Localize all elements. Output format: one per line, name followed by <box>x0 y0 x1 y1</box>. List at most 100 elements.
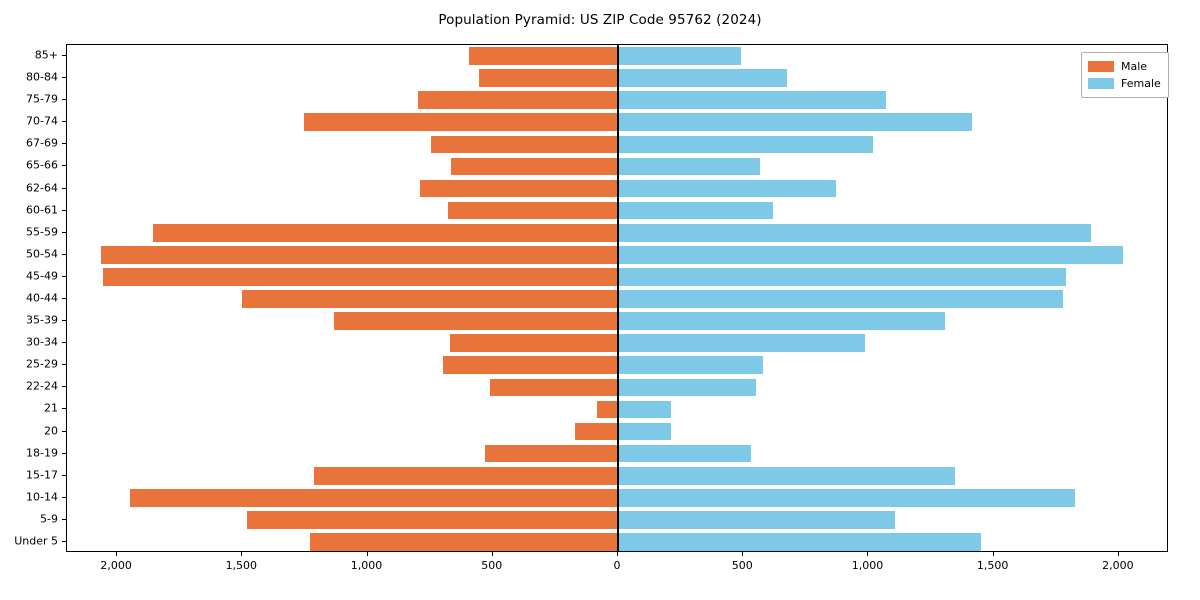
bar-row <box>67 488 1167 507</box>
bar-female-60-61 <box>618 201 774 220</box>
y-tick-mark <box>62 231 66 233</box>
y-tick-label: 45-49 <box>26 269 58 283</box>
bar-female-21 <box>618 400 671 419</box>
y-tick-mark <box>62 77 66 79</box>
bar-male-30-34 <box>450 334 618 352</box>
y-tick-mark <box>62 430 66 432</box>
x-tick-mark <box>491 552 493 556</box>
y-tick-mark <box>62 187 66 189</box>
bar-female-20 <box>618 422 671 441</box>
bar-female-62-64 <box>618 179 836 198</box>
legend-item-female[interactable]: Female <box>1088 75 1161 92</box>
x-tick-mark <box>992 552 994 556</box>
bar-row <box>67 511 1167 529</box>
y-tick-mark <box>62 253 66 255</box>
y-tick-mark <box>62 364 66 366</box>
bar-row <box>67 422 1167 441</box>
bar-male-80-84 <box>478 69 618 87</box>
bar-male-60-61 <box>447 201 618 220</box>
legend-label: Female <box>1121 77 1161 90</box>
x-tick-label: 500 <box>481 559 503 572</box>
bar-female-85- <box>618 47 741 65</box>
y-tick-label: 30-34 <box>26 335 58 349</box>
y-tick-mark <box>62 143 66 145</box>
bar-row <box>67 157 1167 176</box>
x-tick-label: 1,500 <box>225 559 258 572</box>
y-tick-label: 5-9 <box>40 512 58 526</box>
bar-female-70-74 <box>618 113 973 132</box>
bar-female-75-79 <box>618 91 886 110</box>
bar-female-25-29 <box>618 356 764 375</box>
bar-row <box>67 201 1167 220</box>
y-tick-label: 62-64 <box>26 181 58 195</box>
bar-male-5-9 <box>247 511 618 529</box>
legend[interactable]: Male Female <box>1081 52 1169 98</box>
legend-swatch-female <box>1088 78 1114 89</box>
y-tick-mark <box>62 275 66 277</box>
y-tick-label: 85+ <box>34 48 58 62</box>
bar-row <box>67 113 1167 132</box>
bar-male-under-5 <box>309 533 618 551</box>
bar-male-35-39 <box>333 312 618 330</box>
x-tick-label: 2,000 <box>100 559 132 572</box>
y-tick-mark <box>62 540 66 542</box>
y-tick-label: 40-44 <box>26 291 58 305</box>
y-tick-mark <box>62 55 66 57</box>
bar-male-15-17 <box>313 466 618 485</box>
x-tick-mark <box>116 552 118 556</box>
x-tick-label: 1,000 <box>350 559 383 572</box>
zero-axis-line <box>617 45 619 551</box>
x-tick-mark <box>1117 552 1119 556</box>
bar-female-50-54 <box>618 245 1123 264</box>
y-tick-label: 70-74 <box>26 114 58 128</box>
bar-row <box>67 268 1167 286</box>
plot-area <box>66 44 1168 552</box>
bar-row <box>67 312 1167 330</box>
x-tick-mark <box>617 552 618 556</box>
bar-male-25-29 <box>442 356 618 375</box>
bar-male-70-74 <box>303 113 618 132</box>
page-title: Population Pyramid: US ZIP Code 95762 (2… <box>438 12 762 28</box>
bar-row <box>67 334 1167 352</box>
bar-female-35-39 <box>618 312 945 330</box>
y-axis: 85+ 80-84 75-79 70-74 67-69 65-66 62-64 60-61 55… <box>0 44 66 552</box>
y-tick-label: 22-24 <box>26 379 58 393</box>
y-tick-mark <box>62 209 66 211</box>
bar-female-55-59 <box>618 223 1092 242</box>
y-tick-mark <box>62 320 66 322</box>
bar-row <box>67 533 1167 551</box>
y-tick-mark <box>62 474 66 476</box>
y-tick-mark <box>62 99 66 101</box>
bar-male-75-79 <box>417 91 618 110</box>
bar-female-65-66 <box>618 157 760 176</box>
y-tick-mark <box>62 165 66 167</box>
bar-male-10-14 <box>129 488 618 507</box>
y-tick-mark <box>62 496 66 498</box>
x-tick-label: 1,000 <box>851 559 884 572</box>
legend-label: Male <box>1121 60 1148 73</box>
y-tick-label: 10-14 <box>26 490 58 504</box>
y-tick-label: 65-66 <box>26 158 58 172</box>
bar-male-21 <box>597 400 618 419</box>
bar-row <box>67 245 1167 264</box>
bar-row <box>67 223 1167 242</box>
bar-female-45-49 <box>618 268 1067 286</box>
bar-female-18-19 <box>618 444 751 463</box>
y-tick-label: 20 <box>44 424 58 438</box>
y-tick-mark <box>62 518 66 520</box>
bar-row <box>67 444 1167 463</box>
bar-male-40-44 <box>242 290 618 308</box>
y-tick-mark <box>62 121 66 123</box>
bar-row <box>67 466 1167 485</box>
y-tick-label: Under 5 <box>14 534 58 548</box>
y-tick-mark <box>62 386 66 388</box>
x-tick-label: 1,500 <box>976 559 1009 572</box>
y-tick-label: 60-61 <box>26 203 58 217</box>
legend-item-male[interactable]: Male <box>1088 58 1161 75</box>
y-tick-mark <box>62 342 66 344</box>
bar-female-30-34 <box>618 334 865 352</box>
bar-male-65-66 <box>451 157 618 176</box>
bar-row <box>67 69 1167 87</box>
bar-male-22-24 <box>490 378 618 397</box>
y-tick-label: 15-17 <box>26 468 58 482</box>
